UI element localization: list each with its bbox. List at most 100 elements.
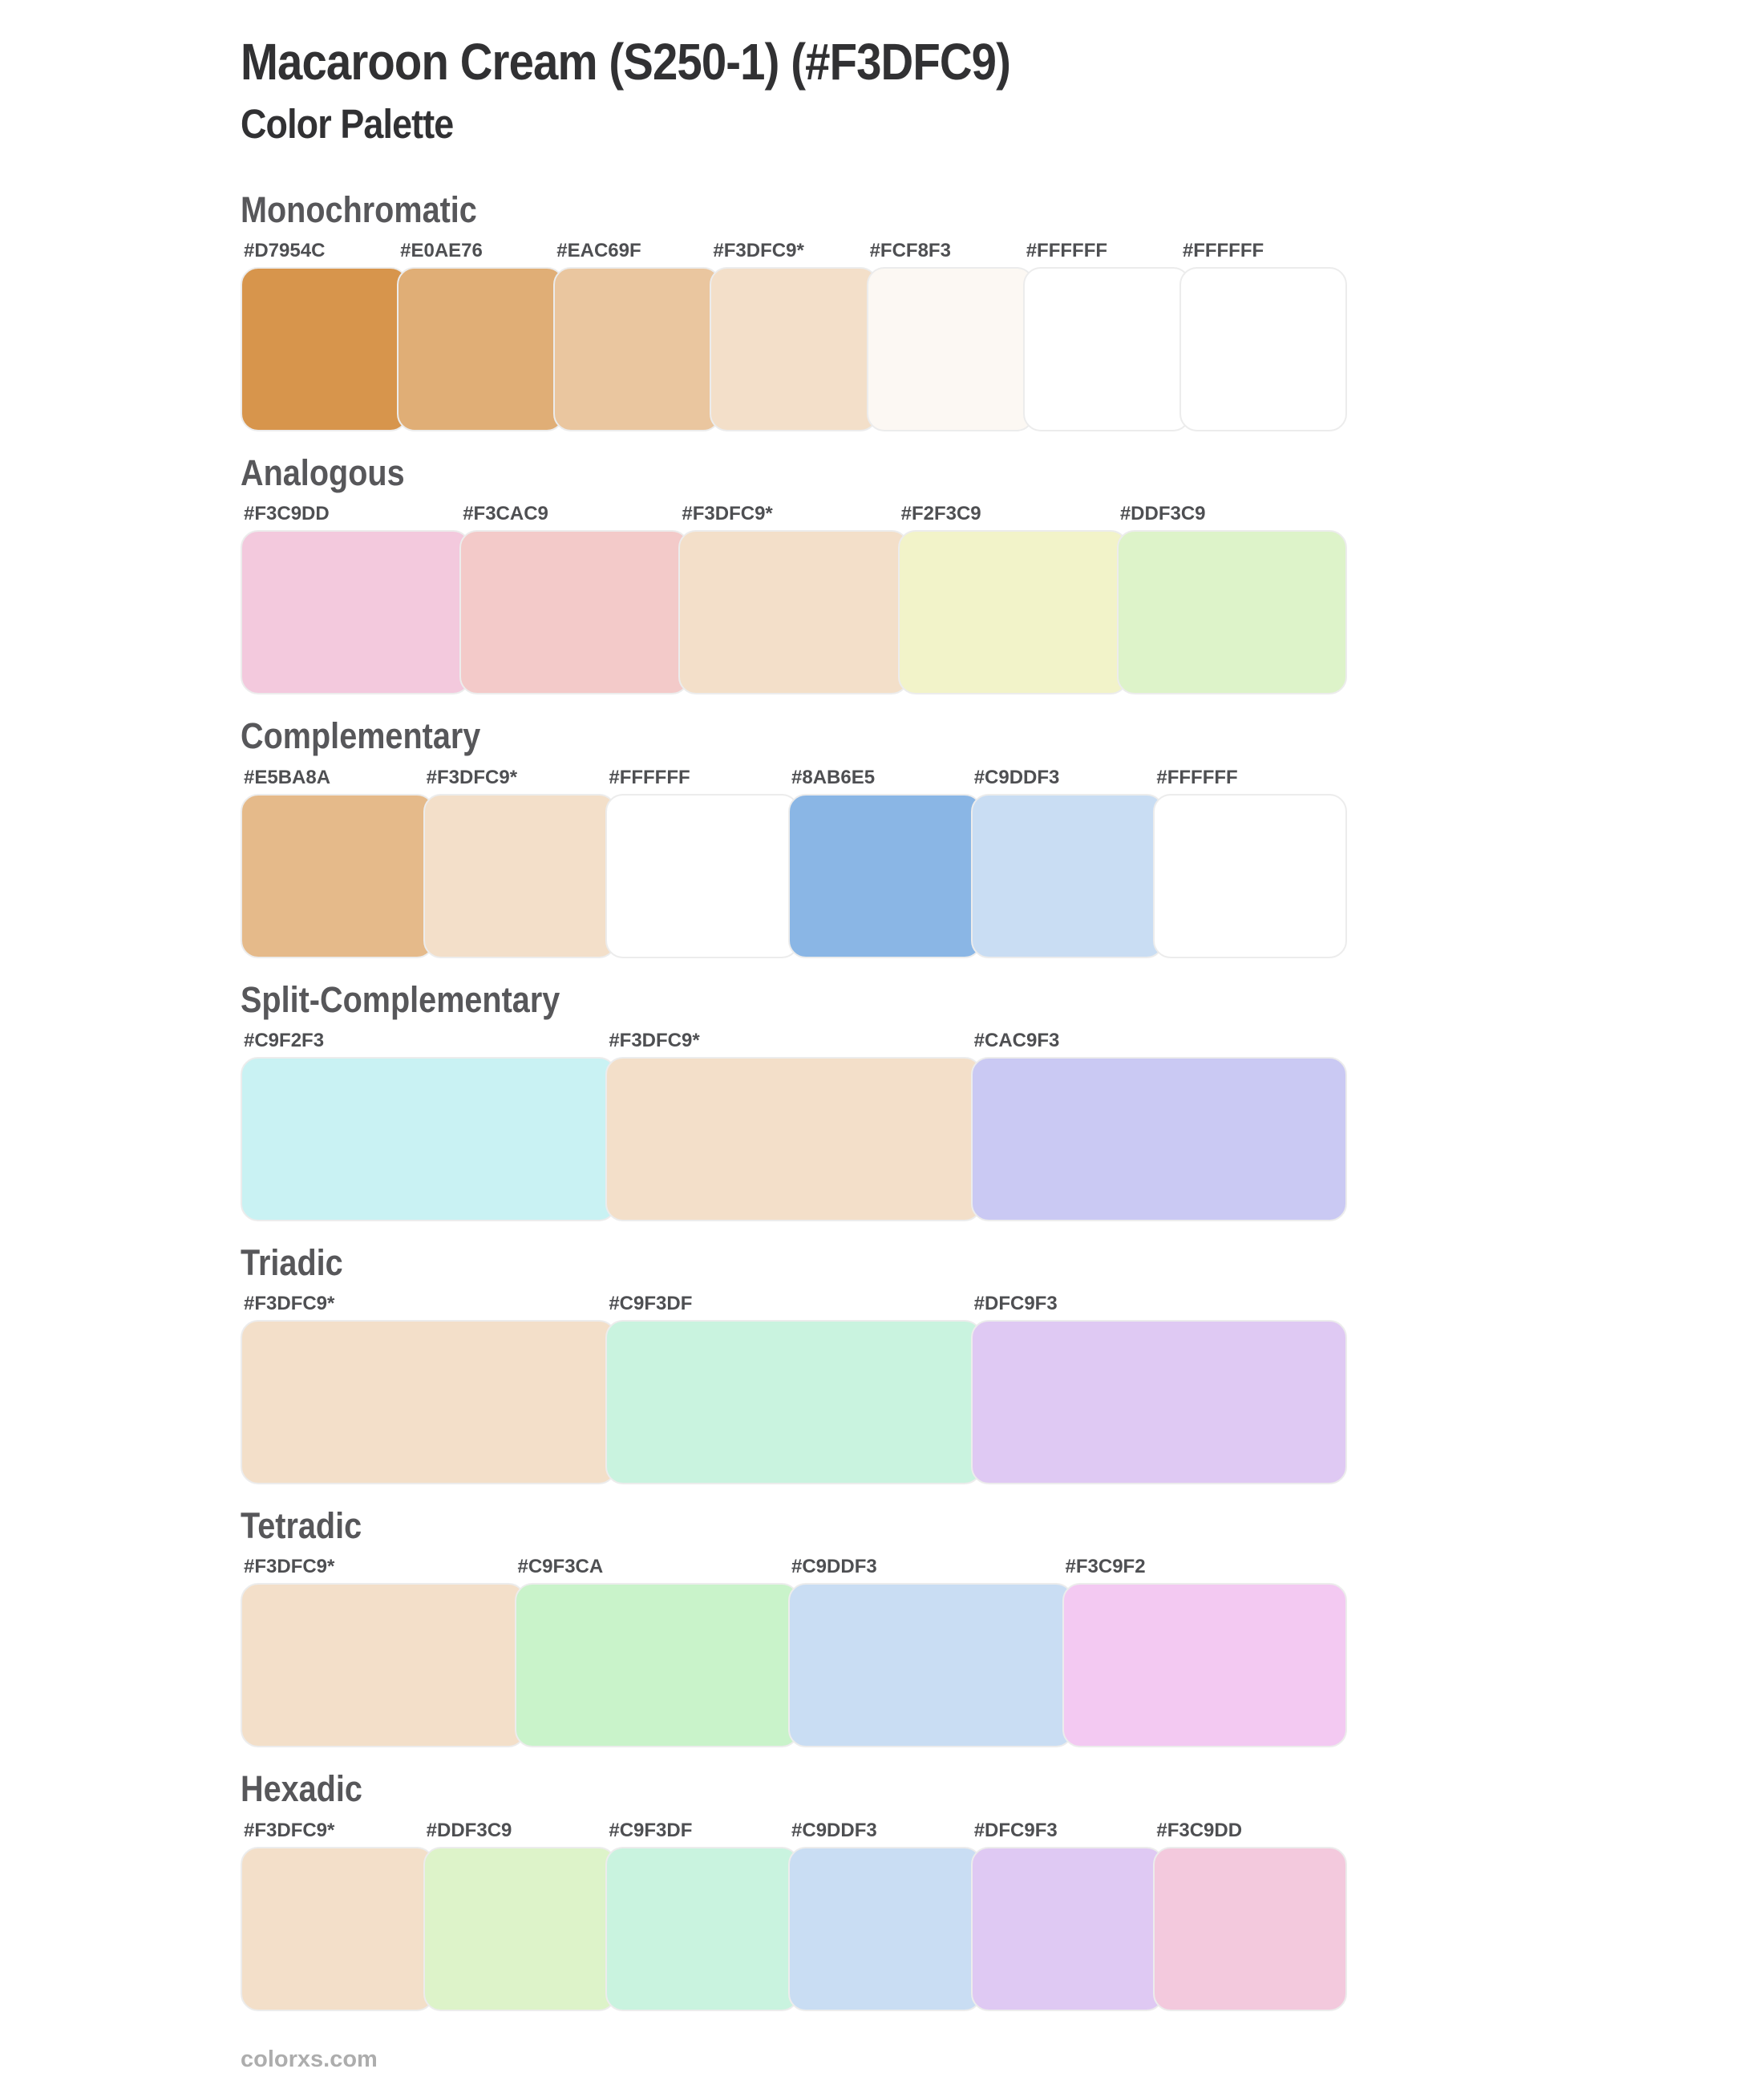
hex-code-label: #FFFFFF xyxy=(1026,240,1108,262)
color-swatch[interactable] xyxy=(241,530,471,695)
color-swatch[interactable] xyxy=(241,1056,617,1221)
hex-code-label: #FCF8F3 xyxy=(869,240,951,262)
color-swatch[interactable] xyxy=(1153,1846,1348,2011)
hex-code-label: #C9F3CA xyxy=(517,1556,604,1578)
hex-code-label: #F3DFC9* xyxy=(244,1293,335,1315)
color-swatch[interactable] xyxy=(397,267,565,432)
swatch-column: #DFC9F3 xyxy=(970,1819,1165,2011)
color-swatch[interactable] xyxy=(788,1583,1074,1748)
swatch-column: #FFFFFF xyxy=(1179,240,1347,432)
swatch-column: #F3DFC9* xyxy=(241,1293,617,1485)
color-swatch[interactable] xyxy=(605,1846,800,2011)
hex-code-label: #DDF3C9 xyxy=(426,1819,512,1841)
color-swatch[interactable] xyxy=(514,1583,799,1748)
swatch-row: #D7954C #E0AE76 #EAC69F #F3DFC9* #FCF8F3 #FFF… xyxy=(241,240,1347,432)
swatch-column: #E0AE76 xyxy=(397,240,565,432)
hex-code-label: #F3CAC9 xyxy=(463,503,548,525)
color-swatch[interactable] xyxy=(788,1846,982,2011)
swatch-column: #F3DFC9* xyxy=(241,1556,526,1748)
color-swatch[interactable] xyxy=(553,267,722,432)
hex-code-label: #F3C9DD xyxy=(244,503,330,525)
hex-code-label: #E0AE76 xyxy=(400,240,483,262)
swatch-column: #8AB6E5 xyxy=(788,767,982,958)
swatch-row: #F3DFC9* #C9F3CA #C9DDF3 #F3C9F2 xyxy=(241,1556,1347,1748)
palette-section: Complementary #E5BA8A #F3DFC9* #FFFFFF #8AB… xyxy=(241,715,1348,958)
color-swatch[interactable] xyxy=(459,530,690,695)
section-title: Complementary xyxy=(241,715,481,757)
section-title: Hexadic xyxy=(241,1768,362,1810)
swatch-column: #C9DDF3 xyxy=(970,766,1165,958)
swatch-row: #C9F2F3 #F3DFC9* #CAC9F3 xyxy=(241,1030,1347,1221)
hex-code-label: #F3DFC9* xyxy=(244,1556,335,1578)
section-title: Triadic xyxy=(241,1241,343,1283)
color-swatch[interactable] xyxy=(1153,793,1348,958)
hex-code-label: #FFFFFF xyxy=(609,766,690,788)
hex-code-label: #F3DFC9* xyxy=(426,766,518,788)
color-swatch[interactable] xyxy=(970,1846,1165,2011)
color-swatch[interactable] xyxy=(1179,267,1347,432)
swatch-column: #CAC9F3 xyxy=(970,1029,1347,1221)
palette-sections: Monochromatic #D7954C #E0AE76 #EAC69F #F3DF… xyxy=(241,191,1403,2011)
color-swatch[interactable] xyxy=(423,793,617,958)
swatch-column: #F3DFC9* xyxy=(710,240,878,432)
swatch-column: #DDF3C9 xyxy=(423,1820,617,2011)
swatch-column: #F3C9DD xyxy=(241,503,471,695)
hex-code-label: #F3DFC9* xyxy=(244,1819,335,1841)
swatch-row: #F3DFC9* #DDF3C9 #C9F3DF #C9DDF3 #DFC9F3 #F3C… xyxy=(241,1819,1348,2011)
swatch-column: #C9F3DF xyxy=(605,1293,982,1485)
color-swatch[interactable] xyxy=(866,267,1034,432)
color-swatch[interactable] xyxy=(1062,1583,1347,1748)
hex-code-label: #DFC9F3 xyxy=(973,1293,1058,1315)
hex-code-label: #C9DDF3 xyxy=(791,1819,877,1841)
swatch-column: #FCF8F3 xyxy=(866,240,1034,432)
color-swatch[interactable] xyxy=(678,530,909,695)
color-swatch[interactable] xyxy=(710,267,878,432)
swatch-column: #F3CAC9 xyxy=(459,503,690,695)
section-title: Split-Complementary xyxy=(241,978,560,1020)
hex-code-label: #CAC9F3 xyxy=(973,1029,1060,1051)
color-swatch[interactable] xyxy=(970,793,1165,958)
hex-code-label: #F3C9DD xyxy=(1156,1819,1243,1841)
swatch-row: #F3C9DD #F3CAC9 #F3DFC9* #F2F3C9 #DDF3C9 xyxy=(241,503,1348,695)
swatch-column: #F3C9F2 xyxy=(1062,1556,1347,1748)
page-title: Macaroon Cream (S250-1) (#F3DFC9) xyxy=(241,33,1011,91)
color-swatch[interactable] xyxy=(1116,530,1348,695)
hex-code-label: #FFFFFF xyxy=(1182,240,1264,262)
hex-code-label: #8AB6E5 xyxy=(791,766,876,788)
color-swatch[interactable] xyxy=(1022,267,1191,432)
hex-code-label: #F3DFC9* xyxy=(682,503,773,525)
swatch-column: #F2F3C9 xyxy=(897,503,1128,695)
palette-section: Tetradic #F3DFC9* #C9F3CA #C9DDF3 #F3C9F2 xyxy=(241,1507,1347,1748)
hex-code-label: #DDF3C9 xyxy=(1119,503,1206,525)
palette-section: Split-Complementary #C9F2F3 #F3DFC9* #CAC9… xyxy=(241,978,1347,1221)
page-subtitle: Color Palette xyxy=(241,101,454,148)
color-swatch[interactable] xyxy=(423,1846,617,2011)
hex-code-label: #C9F3DF xyxy=(609,1293,693,1315)
hex-code-label: #F3DFC9* xyxy=(713,240,804,262)
color-swatch[interactable] xyxy=(897,530,1128,695)
palette-section: Triadic #F3DFC9* #C9F3DF #DFC9F3 xyxy=(241,1241,1347,1485)
palette-section: Hexadic #F3DFC9* #DDF3C9 #C9F3DF #C9DDF3 #DF… xyxy=(241,1768,1348,2011)
color-swatch[interactable] xyxy=(605,1056,982,1221)
color-swatch[interactable] xyxy=(970,1056,1347,1221)
hex-code-label: #C9F2F3 xyxy=(244,1029,325,1051)
color-swatch[interactable] xyxy=(241,1846,435,2011)
swatch-row: #E5BA8A #F3DFC9* #FFFFFF #8AB6E5 #C9DDF3 #FFF… xyxy=(241,766,1348,958)
colorxs-footer-link[interactable]: colorxs.com xyxy=(241,2047,378,2072)
color-swatch[interactable] xyxy=(970,1320,1347,1485)
color-swatch[interactable] xyxy=(241,267,409,432)
color-swatch[interactable] xyxy=(241,1583,526,1748)
palette-section: Analogous #F3C9DD #F3CAC9 #F3DFC9* #F2F3C9 #… xyxy=(241,454,1348,695)
page-content: Macaroon Cream (S250-1) (#F3DFC9) Color … xyxy=(241,34,1403,2011)
swatch-column: #F3DFC9* xyxy=(241,1820,435,2011)
color-swatch[interactable] xyxy=(605,1320,982,1485)
color-swatch[interactable] xyxy=(241,1320,617,1485)
color-swatch[interactable] xyxy=(605,793,800,958)
hex-code-label: #DFC9F3 xyxy=(973,1819,1058,1841)
color-swatch[interactable] xyxy=(241,793,435,958)
hex-code-label: #C9DDF3 xyxy=(973,766,1060,788)
swatch-column: #FFFFFF xyxy=(605,766,800,958)
color-swatch[interactable] xyxy=(788,793,982,958)
hex-code-label: #E5BA8A xyxy=(244,766,331,788)
palette-section: Monochromatic #D7954C #E0AE76 #EAC69F #F3DF… xyxy=(241,191,1347,432)
